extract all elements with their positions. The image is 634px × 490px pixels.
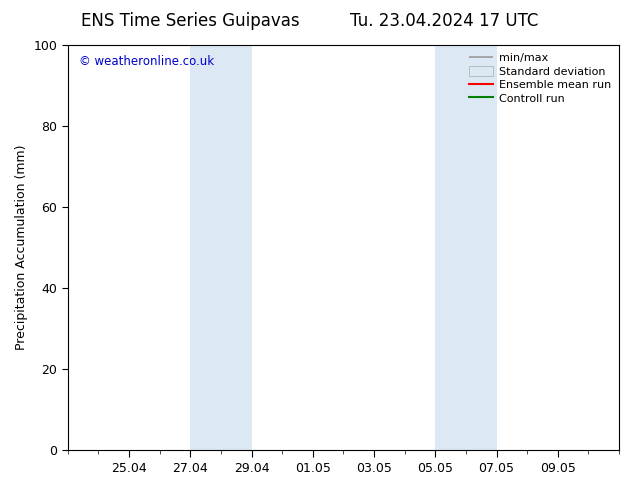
Text: © weatheronline.co.uk: © weatheronline.co.uk bbox=[79, 55, 214, 68]
Bar bbox=[190, 45, 252, 450]
Legend: min/max, Standard deviation, Ensemble mean run, Controll run: min/max, Standard deviation, Ensemble me… bbox=[467, 50, 614, 106]
Bar bbox=[436, 45, 496, 450]
Text: Tu. 23.04.2024 17 UTC: Tu. 23.04.2024 17 UTC bbox=[349, 12, 538, 30]
Text: ENS Time Series Guipavas: ENS Time Series Guipavas bbox=[81, 12, 299, 30]
Y-axis label: Precipitation Accumulation (mm): Precipitation Accumulation (mm) bbox=[15, 145, 28, 350]
